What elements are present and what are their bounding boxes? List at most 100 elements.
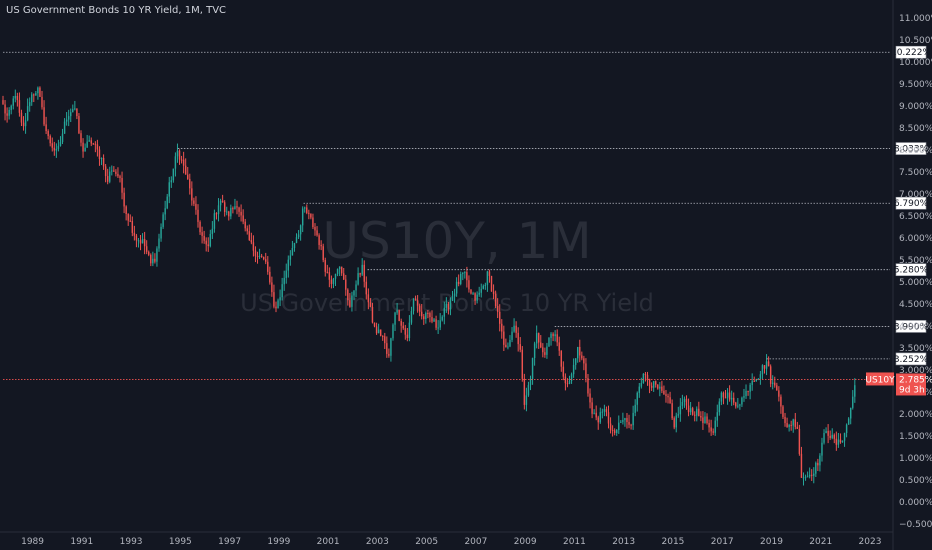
candle-body <box>441 316 443 321</box>
candle-body <box>712 431 714 433</box>
candle-body <box>634 404 636 413</box>
candle-body <box>70 112 72 117</box>
candle-body <box>782 406 784 417</box>
candle-body <box>316 230 318 236</box>
candle-body <box>761 365 764 375</box>
candle-body <box>810 474 813 476</box>
candle-body <box>790 424 792 426</box>
candle-body <box>683 398 686 402</box>
candle-body <box>749 384 751 392</box>
candle-body <box>529 378 532 386</box>
candle-body <box>603 409 606 412</box>
candle-body <box>661 386 663 391</box>
candle-body <box>462 272 464 274</box>
time-tick-label: 1989 <box>21 537 44 547</box>
candle-body <box>429 313 431 318</box>
chart-title: US Government Bonds 10 YR Yield, 1M, TVC <box>6 5 227 16</box>
time-tick-label: 2001 <box>317 537 340 547</box>
time-tick-label: 2017 <box>711 537 734 547</box>
candle-body <box>589 393 591 403</box>
candle-body <box>696 408 698 416</box>
time-tick-label: 1991 <box>70 537 93 547</box>
candle-body <box>780 396 782 407</box>
candle-body <box>119 176 121 178</box>
candle-body <box>757 378 760 380</box>
candle-body <box>494 293 497 307</box>
candle-body <box>466 272 468 281</box>
candle-body <box>392 324 394 339</box>
last-value: 2.785% <box>899 375 932 385</box>
candle-body <box>813 473 815 476</box>
time-tick-label: 2013 <box>612 537 635 547</box>
time-tick-label: 2003 <box>366 537 389 547</box>
candle-body <box>377 329 380 334</box>
candle-body <box>123 192 125 207</box>
last-price-marker: US10Y 2.785%9d 3h <box>865 372 932 396</box>
candle-body <box>593 412 595 414</box>
candle-body <box>847 418 850 425</box>
candle-body <box>492 291 495 294</box>
candle-body <box>37 87 39 94</box>
candle-body <box>418 305 421 312</box>
candle-body <box>615 429 618 433</box>
candle-body <box>698 408 700 417</box>
candle-body <box>611 429 614 431</box>
price-tick-label: 1.000% <box>899 454 932 464</box>
candle-body <box>55 148 58 151</box>
candle-body <box>576 346 579 359</box>
candle-body <box>191 188 193 201</box>
last-symbol: US10Y <box>865 375 895 385</box>
candle-body <box>609 423 612 430</box>
price-tick-label: 1.500% <box>899 432 932 442</box>
candle-body <box>451 296 454 301</box>
price-tick-label: 9.000% <box>899 102 932 112</box>
candle-body <box>416 300 419 306</box>
candle-body <box>359 273 361 275</box>
candle-body <box>605 409 608 413</box>
candle-body <box>281 284 283 298</box>
candle-body <box>527 385 530 396</box>
candle-body <box>340 266 343 274</box>
candle-body <box>217 205 220 215</box>
candle-body <box>96 144 99 150</box>
candle-body <box>854 385 856 397</box>
candle-body <box>322 246 324 261</box>
candle-body <box>78 116 80 134</box>
time-tick-label: 1993 <box>120 537 143 547</box>
candle-body <box>223 202 226 212</box>
candle-body <box>106 176 109 182</box>
candle-body <box>275 306 277 309</box>
candle-body <box>312 217 314 228</box>
time-tick-label: 2021 <box>809 537 832 547</box>
candle-body <box>747 390 749 392</box>
candle-body <box>61 133 64 142</box>
candle-body <box>665 394 667 396</box>
candle-body <box>228 211 230 217</box>
candle-body <box>640 383 643 387</box>
candle-body <box>388 353 390 356</box>
price-tick-label: 10.000% <box>899 58 932 68</box>
candle-body <box>564 376 567 384</box>
candle-body <box>636 392 638 405</box>
candle-body <box>679 405 682 415</box>
candle-body <box>675 415 677 428</box>
time-axis[interactable]: 1989 1991 1993 1995 1997 1999 2001 2003 2005 2007… <box>0 531 893 547</box>
last-value-box <box>896 373 926 396</box>
candle-body <box>306 207 308 213</box>
candle-body <box>369 302 372 307</box>
candle-body <box>624 418 626 421</box>
candle-body <box>6 113 8 116</box>
candle-body <box>152 258 154 264</box>
price-tick-label: 6.500% <box>899 212 932 222</box>
candle-body <box>496 306 499 312</box>
price-axis[interactable]: 11.000% 10.500% 10.000% 9.500% 9.000% 8.500% 8… <box>892 0 932 550</box>
candle-body <box>460 273 462 284</box>
candle-body <box>710 427 712 432</box>
candle-body <box>431 317 433 322</box>
candle-body <box>232 208 234 210</box>
candle-body <box>472 293 474 295</box>
candle-body <box>65 119 68 122</box>
candle-body <box>39 87 41 97</box>
candle-body <box>486 271 489 285</box>
